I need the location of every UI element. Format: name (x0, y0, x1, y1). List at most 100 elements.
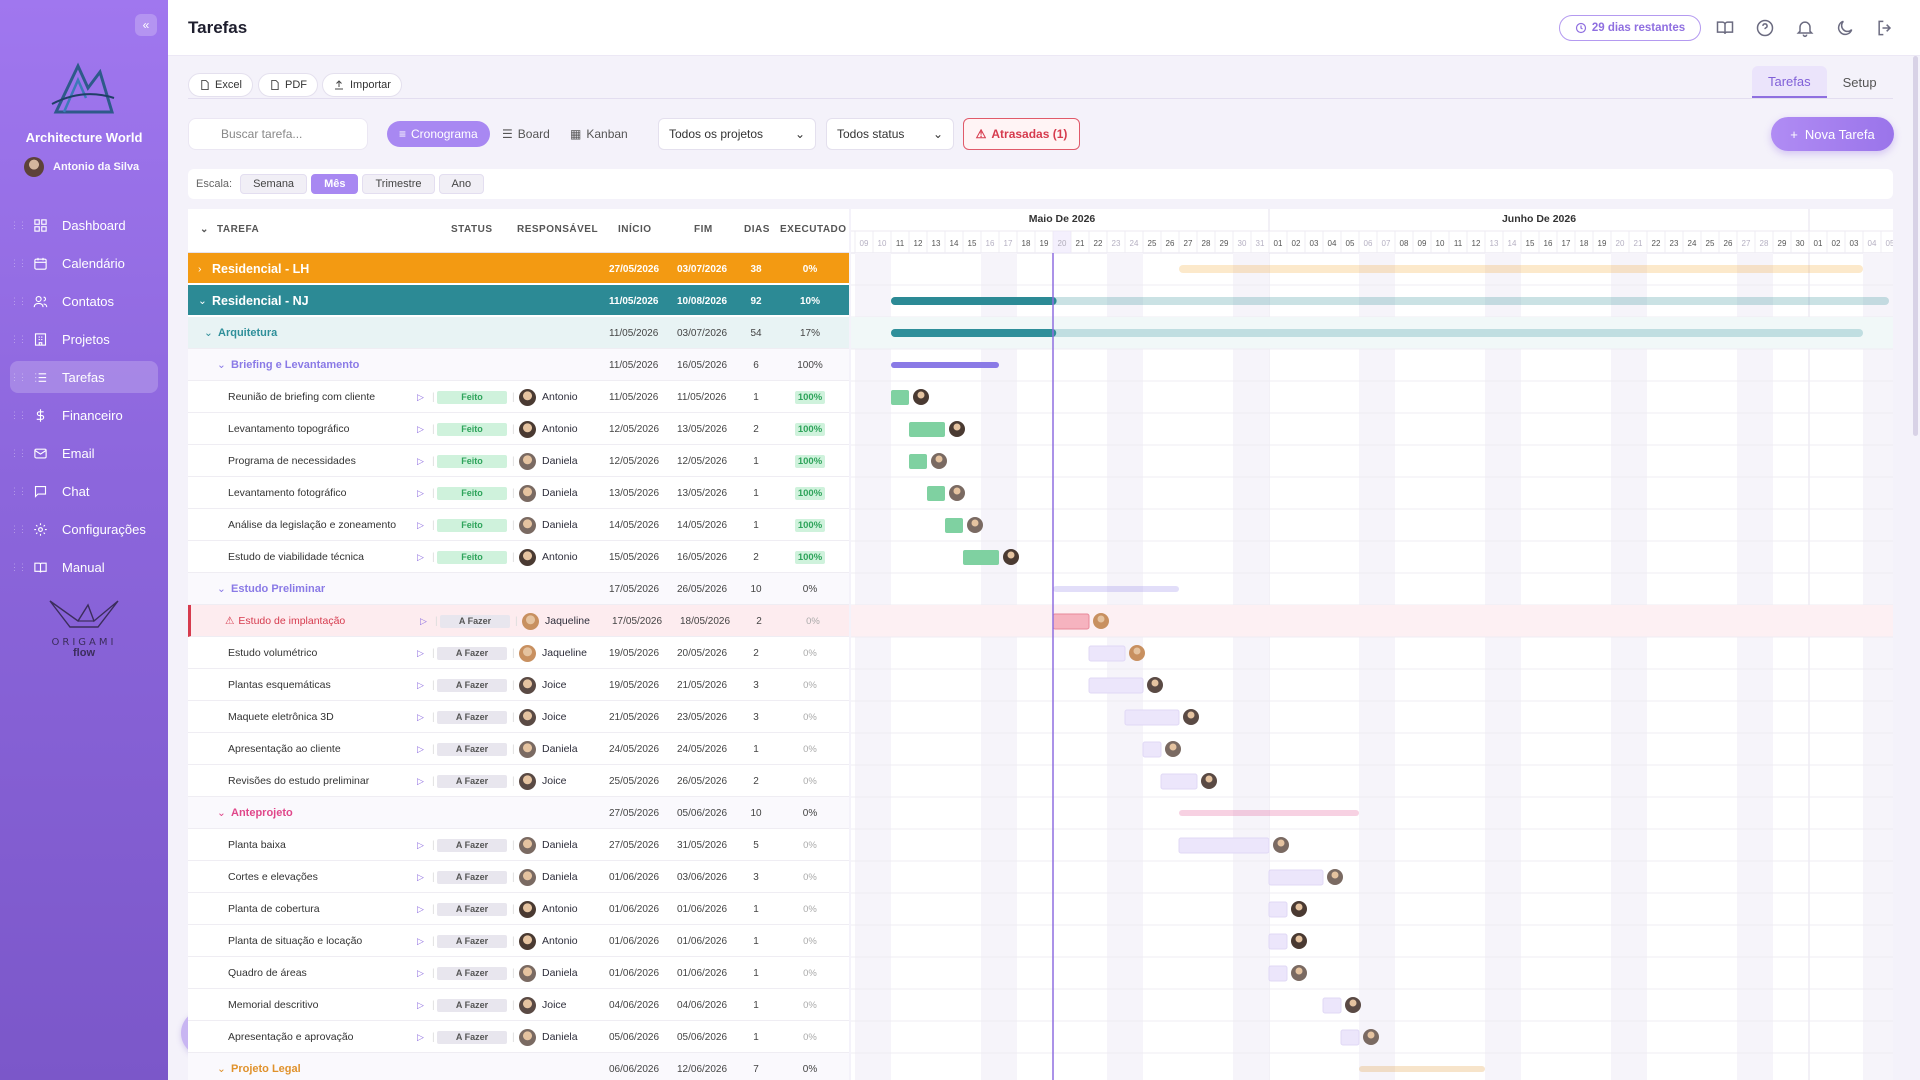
task-row[interactable]: Plantas esquemáticas ▷ | A Fazer | Joice 19/05… (188, 669, 849, 701)
status-badge[interactable]: Feito (437, 445, 507, 477)
status-badge[interactable]: A Fazer (437, 957, 507, 989)
play-icon[interactable]: ▷ (417, 551, 424, 562)
drag-handle-icon[interactable]: ⋮⋮ (10, 371, 27, 382)
task-row[interactable]: Planta de situação e locação ▷ | A Fazer | An… (188, 925, 849, 957)
play-icon[interactable]: ▷ (417, 487, 424, 498)
play-icon[interactable]: ▷ (417, 455, 424, 466)
collapse-all-icon[interactable]: ⌄ (200, 224, 209, 235)
tab-setup[interactable]: Setup (1842, 74, 1877, 90)
task-bar[interactable] (1268, 933, 1288, 950)
status-badge[interactable]: A Fazer (437, 829, 507, 861)
play-icon[interactable]: ▷ (417, 775, 424, 786)
play-icon[interactable]: ▷ (417, 519, 424, 530)
play-icon[interactable]: ▷ (417, 871, 424, 882)
task-bar[interactable] (1268, 901, 1288, 918)
task-bar[interactable] (1052, 613, 1090, 630)
task-row[interactable]: Levantamento fotográfico ▷ | Feito | Daniela 1… (188, 477, 849, 509)
task-bar[interactable] (963, 550, 999, 565)
task-row[interactable]: Estudo volumétrico ▷ | A Fazer | Jaqueline 19/… (188, 637, 849, 669)
play-icon[interactable]: ▷ (417, 423, 424, 434)
group-row[interactable]: ⌄ Estudo Preliminar 17/05/2026 26/05/2026 10… (188, 573, 849, 605)
task-row[interactable]: Maquete eletrônica 3D ▷ | A Fazer | Joice 21/0… (188, 701, 849, 733)
sidebar-item-dashboard[interactable]: ⋮⋮ Dashboard (10, 209, 158, 241)
task-bar[interactable] (1322, 997, 1342, 1014)
page-scrollbar[interactable] (1913, 56, 1918, 436)
task-row[interactable]: Planta baixa ▷ | A Fazer | Daniela 27/05/2026 3… (188, 829, 849, 861)
summary-bar[interactable] (1053, 586, 1179, 592)
sidebar-item-financeiro[interactable]: ⋮⋮ Financeiro (10, 399, 158, 431)
scale-ano[interactable]: Ano (438, 174, 485, 194)
task-bar[interactable] (1178, 837, 1270, 854)
owner-cell[interactable]: Joice (519, 701, 567, 733)
sidebar-item-tarefas[interactable]: ⋮⋮ Tarefas (10, 361, 158, 393)
owner-cell[interactable]: Daniela (519, 477, 578, 509)
drag-handle-icon[interactable]: ⋮⋮ (10, 409, 27, 420)
task-row[interactable]: Análise da legislação e zoneamento ▷ | Feit… (188, 509, 849, 541)
drag-handle-icon[interactable]: ⋮⋮ (10, 333, 27, 344)
owner-cell[interactable]: Daniela (519, 957, 578, 989)
drag-handle-icon[interactable]: ⋮⋮ (10, 219, 27, 230)
owner-cell[interactable]: Daniela (519, 509, 578, 541)
drag-handle-icon[interactable]: ⋮⋮ (10, 561, 27, 572)
tab-tarefas[interactable]: Tarefas (1752, 66, 1827, 98)
play-icon[interactable]: ▷ (417, 903, 424, 914)
status-badge[interactable]: A Fazer (437, 893, 507, 925)
status-badge[interactable]: A Fazer (437, 925, 507, 957)
export-pdf-button[interactable]: PDF (258, 73, 318, 97)
status-badge[interactable]: Feito (437, 509, 507, 541)
owner-cell[interactable]: Antonio (519, 893, 578, 925)
play-icon[interactable]: ▷ (417, 935, 424, 946)
summary-bar[interactable] (1359, 1066, 1485, 1072)
owner-cell[interactable]: Joice (519, 989, 567, 1021)
play-icon[interactable]: ▷ (417, 743, 424, 754)
status-badge[interactable]: Feito (437, 413, 507, 445)
task-bar[interactable] (1142, 741, 1162, 758)
task-bar[interactable] (1268, 965, 1288, 982)
task-row[interactable]: Estudo de viabilidade técnica ▷ | Feito | Ant… (188, 541, 849, 573)
task-bar[interactable] (1088, 677, 1144, 694)
owner-cell[interactable]: Daniela (519, 733, 578, 765)
scale-semana[interactable]: Semana (240, 174, 308, 194)
group-row[interactable]: › Residencial - LH 27/05/2026 03/07/2026 38 0… (188, 253, 849, 285)
task-row[interactable]: Programa de necessidades ▷ | Feito | Daniela 1… (188, 445, 849, 477)
user-profile[interactable]: Antonio da Silva (24, 157, 139, 177)
scale-mes[interactable]: Mês (311, 174, 359, 194)
summary-bar[interactable] (1179, 810, 1359, 816)
moon-icon[interactable] (1835, 18, 1855, 38)
play-icon[interactable]: ▷ (417, 711, 424, 722)
owner-cell[interactable]: Joice (519, 669, 567, 701)
status-badge[interactable]: A Fazer (437, 1021, 507, 1053)
play-icon[interactable]: ▷ (417, 967, 424, 978)
late-tasks-filter-button[interactable]: ⚠ Atrasadas (1) (963, 118, 1080, 150)
task-bar[interactable] (1088, 645, 1126, 662)
sidebar-item-manual[interactable]: ⋮⋮ Manual (10, 551, 158, 583)
view-cronograma-button[interactable]: ≡ Cronograma (387, 121, 490, 147)
summary-bar[interactable] (891, 329, 1863, 337)
status-badge[interactable]: A Fazer (437, 701, 507, 733)
play-icon[interactable]: ▷ (417, 647, 424, 658)
task-bar[interactable] (1268, 869, 1324, 886)
bell-icon[interactable] (1795, 18, 1815, 38)
drag-handle-icon[interactable]: ⋮⋮ (10, 485, 27, 496)
trial-badge[interactable]: 29 dias restantes (1559, 15, 1701, 41)
view-board-button[interactable]: ☰ Board (490, 121, 562, 147)
expand-chevron-icon[interactable]: › (198, 263, 202, 275)
expand-chevron-icon[interactable]: ⌄ (217, 359, 226, 371)
owner-cell[interactable]: Jaqueline (519, 637, 587, 669)
task-row[interactable]: Apresentação e aprovação ▷ | A Fazer | Daniel… (188, 1021, 849, 1053)
status-badge[interactable]: Feito (437, 477, 507, 509)
task-bar[interactable] (891, 390, 909, 405)
play-icon[interactable]: ▷ (417, 1031, 424, 1042)
task-row[interactable]: Quadro de áreas ▷ | A Fazer | Daniela 01/06/20… (188, 957, 849, 989)
summary-bar[interactable] (1179, 265, 1863, 273)
expand-chevron-icon[interactable]: ⌄ (204, 327, 213, 339)
group-row[interactable]: ⌄ Briefing e Levantamento 11/05/2026 16/05/… (188, 349, 849, 381)
task-bar[interactable] (927, 486, 945, 501)
task-bar[interactable] (1124, 709, 1180, 726)
task-row[interactable]: Levantamento topográfico ▷ | Feito | Antonio 1… (188, 413, 849, 445)
sidebar-item-chat[interactable]: ⋮⋮ Chat (10, 475, 158, 507)
book-open-icon[interactable] (1715, 18, 1735, 38)
export-excel-button[interactable]: Excel (188, 73, 253, 97)
task-bar[interactable] (909, 454, 927, 469)
expand-chevron-icon[interactable]: ⌄ (217, 807, 226, 819)
